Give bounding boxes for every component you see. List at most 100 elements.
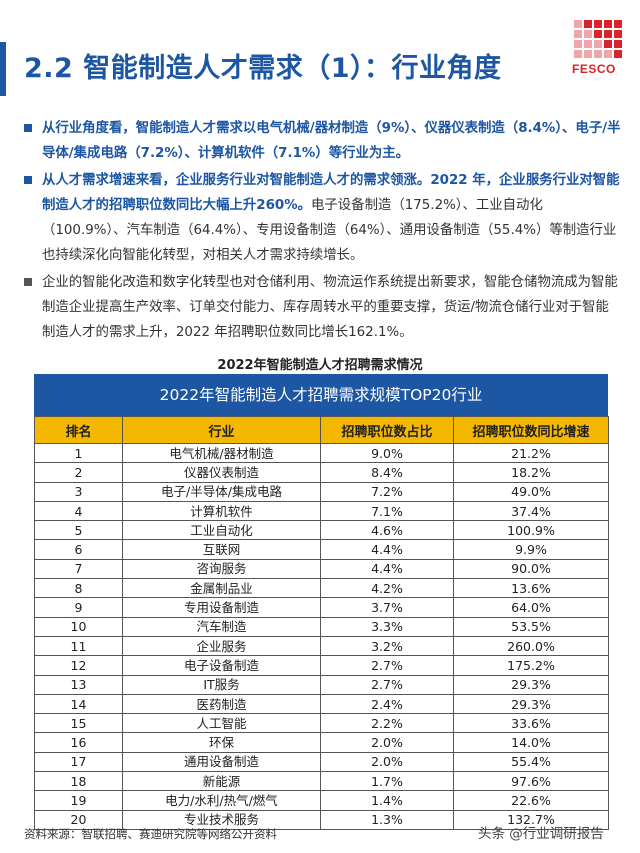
share-cell: 2.7% <box>320 674 454 695</box>
share-cell: 2.7% <box>320 655 454 676</box>
table-caption: 2022年智能制造人才招聘需求情况 <box>217 358 423 373</box>
table-row: 2 仪器仪表制造 8.4% 18.2% <box>34 462 609 483</box>
growth-cell: 100.9% <box>453 520 609 541</box>
table-row: 14 医药制造 2.4% 29.3% <box>34 693 609 715</box>
share-cell: 4.6% <box>320 520 454 541</box>
industry-cell: IT服务 <box>122 674 321 695</box>
rank-cell: 12 <box>34 655 123 676</box>
rank-cell: 15 <box>34 713 123 734</box>
table-row: 13 IT服务 2.7% 29.3% <box>34 674 609 695</box>
logo-text: FESCO <box>572 62 616 76</box>
bullet-item: 企业的智能化改造和数字化转型也对仓储利用、物流运作系统提出新要求，智能仓储物流成… <box>22 270 622 345</box>
share-cell: 3.7% <box>320 597 454 618</box>
share-cell: 8.4% <box>320 462 454 483</box>
col-header-industry: 行业 <box>122 416 321 444</box>
industry-cell: 汽车制造 <box>122 616 321 637</box>
table-row: 20 专业技术服务 1.3% 132.7% <box>34 809 609 830</box>
growth-cell: 90.0% <box>453 558 609 580</box>
growth-cell: 21.2% <box>453 442 609 464</box>
table-row: 7 咨询服务 4.4% 90.0% <box>34 558 609 580</box>
growth-cell: 29.3% <box>453 693 609 715</box>
bullet-text: 企业的智能化改造和数字化转型也对仓储利用、物流运作系统提出新要求，智能仓储物流成… <box>42 275 618 340</box>
ranking-table: 2022年智能制造人才招聘需求规模TOP20行业 排名 行业 招聘职位数占比 招… <box>34 374 609 830</box>
growth-cell: 97.6% <box>453 771 609 792</box>
industry-cell: 电子设备制造 <box>122 655 321 676</box>
rank-cell: 6 <box>34 539 123 560</box>
table-row: 8 金属制品业 4.2% 13.6% <box>34 578 609 599</box>
page-title: 2.2 智能制造人才需求（1）：行业角度 <box>24 53 502 84</box>
rank-cell: 2 <box>34 462 123 483</box>
growth-cell: 175.2% <box>453 655 609 676</box>
rank-cell: 1 <box>34 442 123 464</box>
rank-cell: 4 <box>34 500 123 522</box>
rank-cell: 11 <box>34 635 123 657</box>
table-row: 1 电气机械/器材制造 9.0% 21.2% <box>34 442 609 464</box>
growth-cell: 9.9% <box>453 539 609 560</box>
bullet-square-icon <box>24 278 32 286</box>
table-row: 19 电力/水利/热气/燃气 1.4% 22.6% <box>34 790 609 811</box>
rank-cell: 5 <box>34 520 123 541</box>
bullet-text: 从行业角度看，智能制造人才需求以电气机械/器材制造（9%）、仪器仪表制造（8.4… <box>42 121 621 161</box>
table-row: 17 通用设备制造 2.0% 55.4% <box>34 751 609 773</box>
share-cell: 1.7% <box>320 771 454 792</box>
col-header-share: 招聘职位数占比 <box>320 416 454 444</box>
rank-cell: 7 <box>34 558 123 580</box>
bullet-list: 从行业角度看，智能制造人才需求以电气机械/器材制造（9%）、仪器仪表制造（8.4… <box>22 116 622 347</box>
table-row: 12 电子设备制造 2.7% 175.2% <box>34 655 609 676</box>
growth-cell: 37.4% <box>453 500 609 522</box>
industry-cell: 环保 <box>122 732 321 753</box>
table-row: 9 专用设备制造 3.7% 64.0% <box>34 597 609 618</box>
industry-cell: 金属制品业 <box>122 578 321 599</box>
industry-cell: 人工智能 <box>122 713 321 734</box>
share-cell: 4.4% <box>320 558 454 580</box>
rank-cell: 3 <box>34 481 123 502</box>
growth-cell: 53.5% <box>453 616 609 637</box>
rank-cell: 8 <box>34 578 123 599</box>
growth-cell: 29.3% <box>453 674 609 695</box>
rank-cell: 10 <box>34 616 123 637</box>
industry-cell: 计算机软件 <box>122 500 321 522</box>
table-row: 5 工业自动化 4.6% 100.9% <box>34 520 609 541</box>
watermark-text: 头条 @行业调研报告 <box>478 826 604 842</box>
industry-cell: 工业自动化 <box>122 520 321 541</box>
growth-cell: 33.6% <box>453 713 609 734</box>
table-row: 11 企业服务 3.2% 260.0% <box>34 635 609 657</box>
share-cell: 2.0% <box>320 732 454 753</box>
industry-cell: 专用设备制造 <box>122 597 321 618</box>
table-row: 16 环保 2.0% 14.0% <box>34 732 609 753</box>
data-table: 排名 行业 招聘职位数占比 招聘职位数同比增速 1 电气机械/器材制造 9.0% 21… <box>34 416 609 830</box>
industry-cell: 互联网 <box>122 539 321 560</box>
growth-cell: 64.0% <box>453 597 609 618</box>
growth-cell: 14.0% <box>453 732 609 753</box>
rank-cell: 16 <box>34 732 123 753</box>
growth-cell: 132.7% <box>453 809 609 830</box>
share-cell: 1.3% <box>320 809 454 830</box>
share-cell: 9.0% <box>320 442 454 464</box>
source-note: 资料来源：智联招聘、赛迪研究院等网络公开资料 <box>24 827 277 841</box>
share-cell: 7.2% <box>320 481 454 502</box>
bullet-item: 从行业角度看，智能制造人才需求以电气机械/器材制造（9%）、仪器仪表制造（8.4… <box>22 116 622 166</box>
share-cell: 4.4% <box>320 539 454 560</box>
bullet-text-rest: 电子设备制造（175.2%）、工业自动化（100.9%）、汽车制造（64.4%）… <box>42 198 617 263</box>
table-row: 6 互联网 4.4% 9.9% <box>34 539 609 560</box>
rank-cell: 9 <box>34 597 123 618</box>
table-row: 15 人工智能 2.2% 33.6% <box>34 713 609 734</box>
industry-cell: 电气机械/器材制造 <box>122 442 321 464</box>
share-cell: 7.1% <box>320 500 454 522</box>
growth-cell: 260.0% <box>453 635 609 657</box>
industry-cell: 企业服务 <box>122 635 321 657</box>
industry-cell: 咨询服务 <box>122 558 321 580</box>
col-header-growth: 招聘职位数同比增速 <box>453 416 609 444</box>
share-cell: 1.4% <box>320 790 454 811</box>
share-cell: 2.0% <box>320 751 454 773</box>
rank-cell: 20 <box>34 809 123 830</box>
growth-cell: 22.6% <box>453 790 609 811</box>
table-row: 10 汽车制造 3.3% 53.5% <box>34 616 609 637</box>
table-row: 18 新能源 1.7% 97.6% <box>34 771 609 792</box>
table-row: 4 计算机软件 7.1% 37.4% <box>34 500 609 522</box>
share-cell: 3.2% <box>320 635 454 657</box>
bullet-square-icon <box>24 176 32 184</box>
industry-cell: 医药制造 <box>122 693 321 715</box>
col-header-rank: 排名 <box>34 416 123 444</box>
share-cell: 3.3% <box>320 616 454 637</box>
